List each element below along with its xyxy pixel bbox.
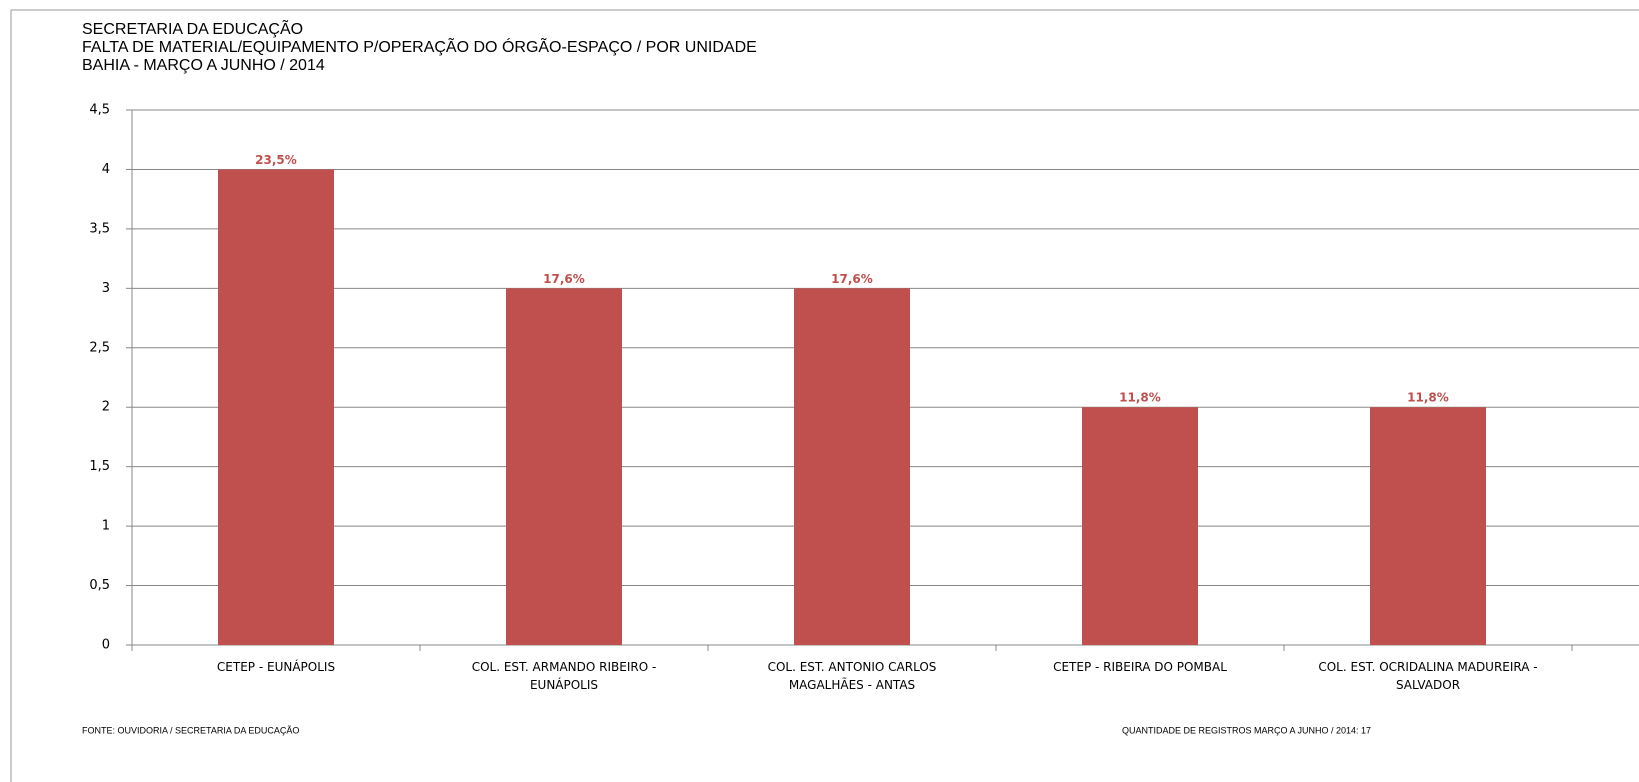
data-label: 17,6%: [543, 272, 585, 286]
note: QUANTIDADE DE REGISTROS MARÇO A JUNHO / …: [1122, 725, 1371, 735]
x-tick-label: CETEP - RIBEIRA DO POMBAL: [1053, 660, 1227, 674]
x-tick-label: COL. EST. ANTONIO CARLOS MAGALHÃES - ANTA…: [768, 660, 937, 692]
y-tick-label: 1,5: [89, 459, 110, 474]
x-tick-label: CETEP - EUNÁPOLIS: [217, 659, 335, 674]
y-tick-label: 4: [102, 162, 110, 177]
bar: [1082, 407, 1198, 645]
y-tick-label: 3,5: [89, 221, 110, 236]
y-tick-label: 0: [102, 638, 110, 653]
bar: [506, 288, 622, 645]
y-tick-label: 2,5: [89, 340, 110, 355]
x-tick-label: COL. EST. ARMANDO RIBEIRO -EUNÁPOLIS: [472, 660, 657, 692]
bar: [794, 288, 910, 645]
bar: [1370, 407, 1486, 645]
x-tick-label: COL. EST. OCRIDALINA MADUREIRA -SALVADOR: [1318, 660, 1537, 692]
data-label: 11,8%: [1119, 391, 1161, 405]
source: FONTE: OUVIDORIA / SECRETARIA DA EDUCAÇÃ…: [82, 725, 299, 735]
y-tick-label: 2: [102, 400, 110, 415]
data-label: 23,5%: [255, 153, 297, 167]
data-label: 17,6%: [831, 272, 873, 286]
title-line: SECRETARIA DA EDUCAÇÃO: [82, 18, 303, 38]
y-tick-label: 3: [102, 281, 110, 296]
y-tick-label: 1: [102, 519, 110, 534]
title-line: BAHIA - MARÇO A JUNHO / 2014: [82, 57, 325, 74]
y-tick-label: 4,5: [89, 103, 110, 118]
y-tick-label: 0,5: [89, 578, 110, 593]
title-line: FALTA DE MATERIAL/EQUIPAMENTO P/OPERAÇÃO…: [82, 36, 757, 56]
frame: [10, 9, 1639, 782]
bar: [218, 169, 334, 645]
data-label: 11,8%: [1407, 391, 1449, 405]
